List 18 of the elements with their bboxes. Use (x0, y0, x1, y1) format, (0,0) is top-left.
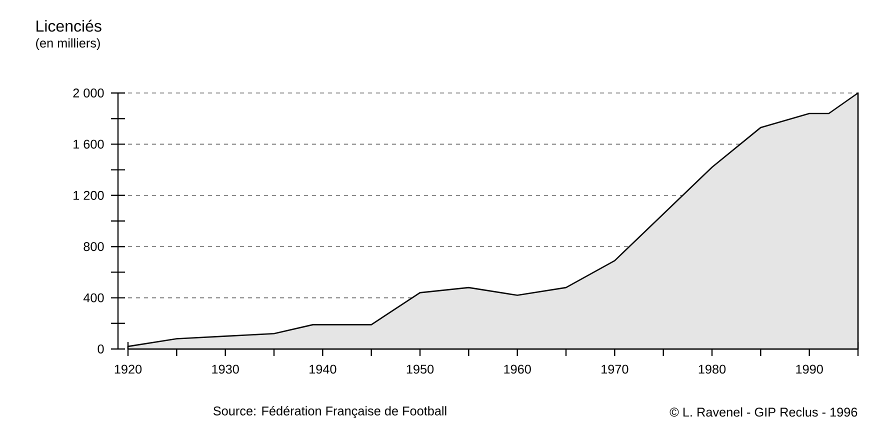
source-note: Source: Fédération Française de Football (213, 406, 446, 418)
x-tick-label: 1990 (796, 364, 823, 374)
chart-subtitle: (en milliers) (36, 38, 100, 50)
x-tick-label: 1980 (698, 364, 726, 374)
x-tick-label: 1920 (114, 364, 142, 374)
x-tick-label: 1950 (406, 364, 434, 374)
x-tick-label: 1970 (602, 364, 628, 374)
y-tick-label: 1 200 (74, 190, 104, 200)
y-tick-label: 400 (83, 293, 104, 302)
y-tick-label: 800 (84, 242, 104, 252)
y-tick-label: 1 600 (74, 140, 104, 149)
y-axis-title: Licenciés (36, 20, 102, 32)
y-tick-label: 2 000 (73, 88, 104, 98)
x-tick-label: 1940 (310, 364, 336, 374)
text: © L. Ravenel - GIP Reclus - 1996 (670, 407, 858, 417)
x-tick-label: 1930 (212, 364, 239, 374)
x-tick-label: 1960 (504, 364, 531, 374)
y-tick-label: 0 (98, 344, 104, 354)
